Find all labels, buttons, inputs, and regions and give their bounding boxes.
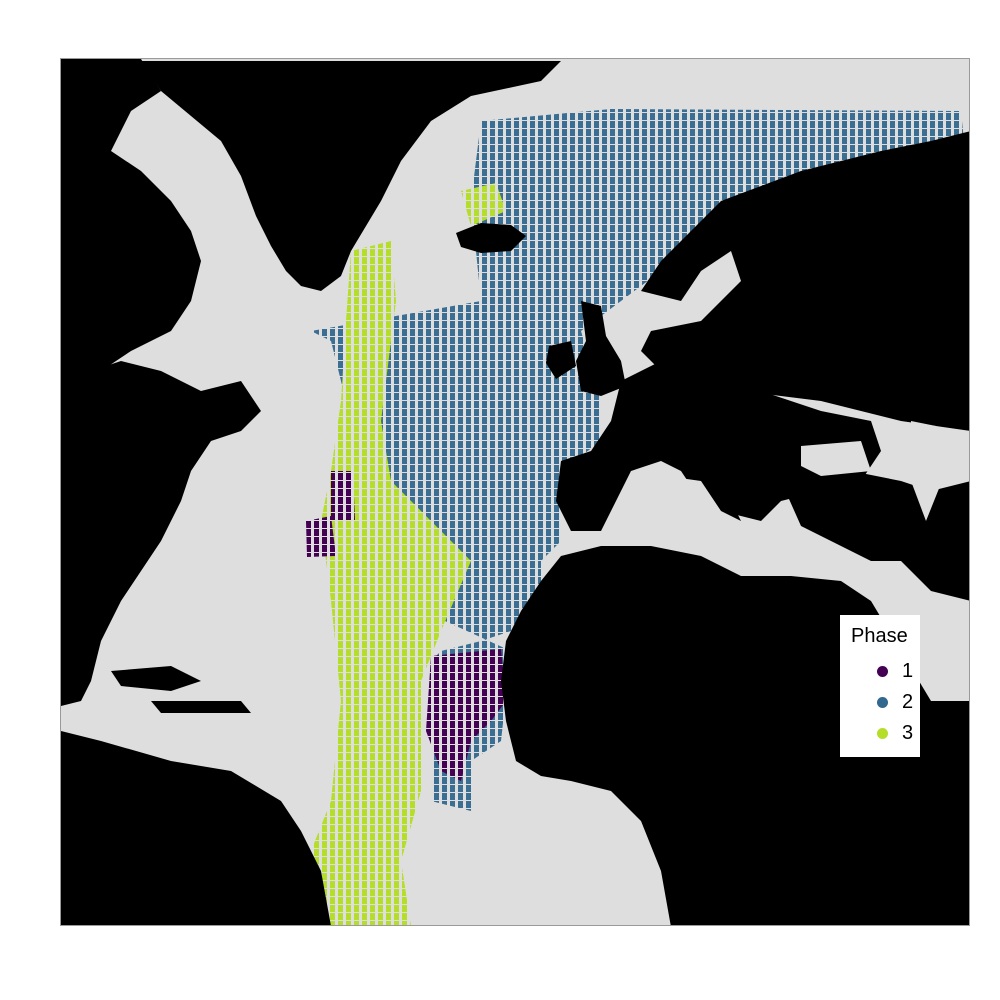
- map-canvas: [61, 59, 969, 925]
- land: [61, 59, 969, 925]
- legend-label: 1: [902, 660, 914, 682]
- legend-item-phase-3: 3: [851, 718, 920, 749]
- map-panel: Phase 1 2 3: [60, 58, 970, 926]
- legend-key-dot: [877, 697, 888, 708]
- legend-key-dot: [877, 728, 888, 739]
- map-legend: Phase 1 2 3: [840, 615, 920, 757]
- legend-label: 2: [902, 691, 914, 713]
- legend-item-phase-1: 1: [851, 656, 920, 687]
- phase-1-cells: [306, 471, 506, 781]
- legend-key-dot: [877, 666, 888, 677]
- legend-item-phase-2: 2: [851, 687, 920, 718]
- legend-label: 3: [902, 722, 914, 744]
- phase-2-cells: [311, 109, 966, 811]
- legend-title: Phase: [851, 625, 908, 647]
- inland-water: [621, 421, 946, 561]
